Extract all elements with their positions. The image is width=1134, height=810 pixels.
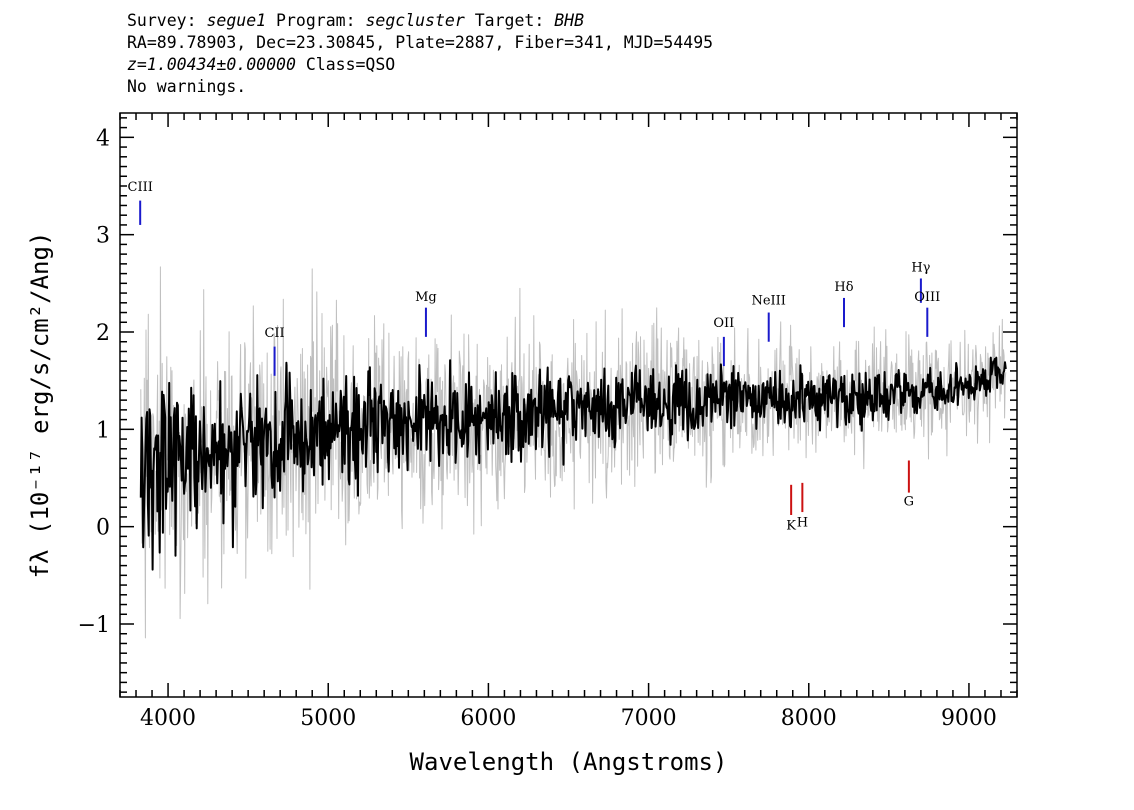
emission-line-label: CII (264, 326, 284, 341)
target-value: BHB (554, 11, 585, 30)
y-tick-label: 0 (96, 516, 110, 541)
flux-line (139, 356, 1007, 571)
header-line-redshift: z=1.00434±0.00000 Class=QSO (127, 54, 713, 76)
target-label: Target: (474, 11, 545, 30)
header-line-survey: Survey: segue1 Program: segcluster Targe… (127, 10, 713, 32)
emission-line-label: NeIII (751, 294, 785, 309)
redshift-value: z=1.00434±0.00000 (127, 55, 296, 74)
absorption-line-label: K (786, 519, 796, 534)
emission-line-label: OII (713, 316, 734, 331)
survey-label: Survey: (127, 11, 197, 30)
emission-line-label: CIII (128, 180, 153, 195)
flux-series (139, 356, 1007, 571)
spectrum-header: Survey: segue1 Program: segcluster Targe… (127, 10, 713, 98)
x-tick-label: 9000 (941, 706, 997, 731)
absorption-line-label: H (797, 516, 808, 531)
x-tick-label: 5000 (300, 706, 356, 731)
x-tick-label: 6000 (460, 706, 516, 731)
emission-line-label: OIII (914, 290, 940, 305)
emission-line-label: Hδ (834, 280, 853, 295)
x-tick-label: 7000 (621, 706, 677, 731)
y-tick-label: 2 (96, 321, 110, 346)
program-label: Program: (276, 11, 356, 30)
y-tick-label: 1 (96, 418, 110, 443)
y-tick-label: −1 (78, 613, 110, 638)
emission-line-label: Mg (415, 290, 437, 305)
emission-line-label: Hγ (911, 261, 930, 276)
y-tick-label: 3 (96, 224, 110, 249)
y-axis-label: fλ (10⁻¹⁷ erg/s/cm²/Ang) (26, 232, 54, 579)
header-line-coordinates: RA=89.78903, Dec=23.30845, Plate=2887, F… (127, 33, 714, 52)
axis-ticks: 4000 5000 6000 7000 8000 9000 −1 0 1 2 3 4 (78, 113, 1018, 731)
program-value: segcluster (365, 11, 465, 30)
class-value: Class=QSO (305, 55, 396, 74)
y-tick-label: 4 (96, 126, 110, 151)
x-tick-label: 4000 (140, 706, 196, 731)
line-annotations: CIII CII Mg OII NeIII Hδ Hγ OIII K H G (128, 180, 941, 534)
header-line-warnings: No warnings. (127, 77, 247, 96)
absorption-line-label: G (904, 494, 914, 509)
survey-value: segue1 (206, 11, 267, 30)
x-tick-label: 8000 (781, 706, 837, 731)
x-axis-label: Wavelength (Angstroms) (410, 748, 728, 776)
